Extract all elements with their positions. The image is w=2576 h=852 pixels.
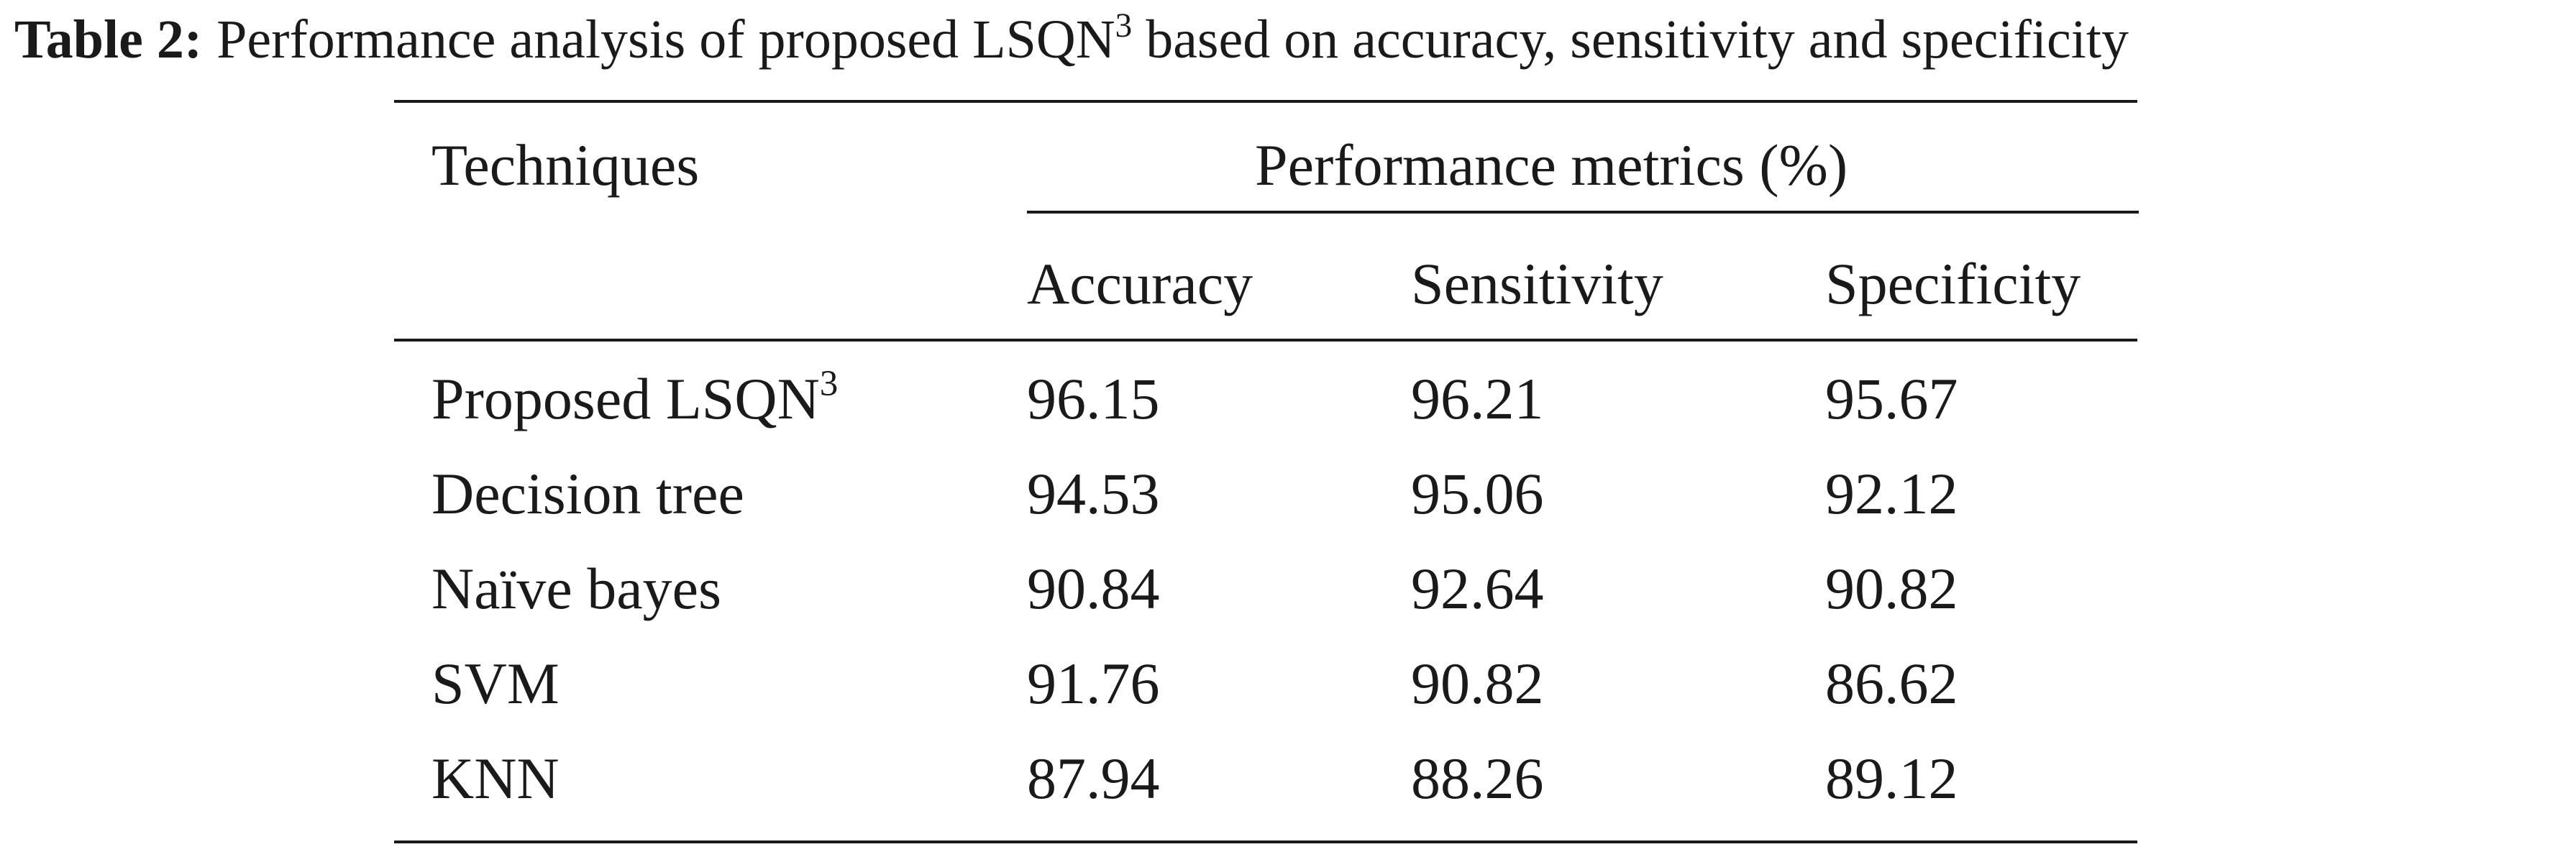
- group-header-performance-metrics: Performance metrics (%): [1255, 132, 1848, 198]
- technique-name: SVM: [431, 651, 559, 716]
- technique-name: Proposed LSQN: [431, 366, 820, 431]
- caption-text: Performance analysis of proposed LSQN: [216, 9, 1115, 70]
- table-bottom-rule: [394, 840, 2137, 843]
- column-header-specificity: Specificity: [1825, 251, 2081, 316]
- technique-cell: Decision tree: [431, 458, 744, 530]
- column-header-sensitivity: Sensitivity: [1411, 251, 1663, 316]
- caption-superscript: 3: [1115, 6, 1133, 45]
- table-row: Naïve bayes 90.84 92.64 90.82: [0, 553, 2576, 648]
- technique-cell: SVM: [431, 648, 559, 720]
- table-top-rule: [394, 100, 2137, 103]
- table-row: SVM 91.76 90.82 86.62: [0, 648, 2576, 743]
- caption-text-after: based on accuracy, sensitivity and speci…: [1132, 9, 2129, 70]
- table-header-rule: [394, 339, 2137, 342]
- table-row: KNN 87.94 88.26 89.12: [0, 743, 2576, 838]
- technique-cell: Naïve bayes: [431, 553, 721, 625]
- accuracy-cell: 90.84: [1027, 556, 1160, 621]
- caption-label: Table 2:: [14, 9, 203, 70]
- specificity-cell: 92.12: [1825, 461, 1958, 526]
- table-row: Proposed LSQN3 96.15 96.21 95.67: [0, 363, 2576, 458]
- technique-cell: Proposed LSQN3: [431, 363, 838, 435]
- technique-name: Decision tree: [431, 461, 744, 526]
- specificity-cell: 89.12: [1825, 746, 1958, 811]
- accuracy-cell: 94.53: [1027, 461, 1160, 526]
- table-body: Proposed LSQN3 96.15 96.21 95.67 Decisio…: [0, 363, 2576, 838]
- column-header-techniques: Techniques: [431, 132, 700, 198]
- sensitivity-cell: 92.64: [1411, 556, 1544, 621]
- group-header-rule: [1027, 211, 2139, 214]
- table-caption: Table 2: Performance analysis of proposed…: [14, 0, 2129, 79]
- sensitivity-cell: 96.21: [1411, 366, 1544, 431]
- accuracy-cell: 91.76: [1027, 651, 1160, 716]
- sensitivity-cell: 88.26: [1411, 746, 1544, 811]
- technique-name: Naïve bayes: [431, 556, 721, 621]
- technique-cell: KNN: [431, 743, 559, 815]
- specificity-cell: 95.67: [1825, 366, 1958, 431]
- column-header-accuracy: Accuracy: [1027, 251, 1253, 316]
- accuracy-cell: 87.94: [1027, 746, 1160, 811]
- technique-name: KNN: [431, 746, 559, 811]
- specificity-cell: 90.82: [1825, 556, 1958, 621]
- accuracy-cell: 96.15: [1027, 366, 1160, 431]
- table-row: Decision tree 94.53 95.06 92.12: [0, 458, 2576, 553]
- sensitivity-cell: 90.82: [1411, 651, 1544, 716]
- sensitivity-cell: 95.06: [1411, 461, 1544, 526]
- specificity-cell: 86.62: [1825, 651, 1958, 716]
- technique-superscript: 3: [819, 363, 839, 404]
